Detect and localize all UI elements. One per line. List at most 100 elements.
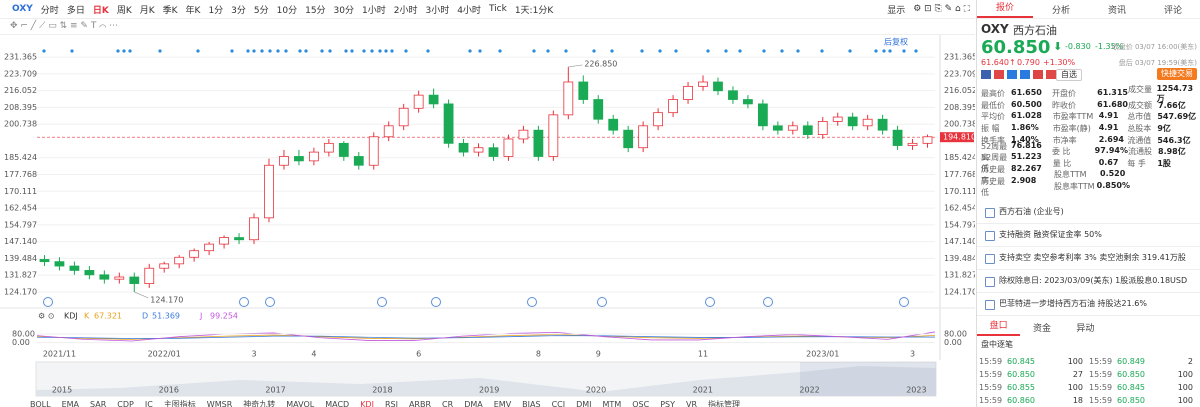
candle-body	[69, 265, 80, 271]
trade-time: 15:59	[979, 396, 1003, 405]
book-tab[interactable]: 资金	[1032, 323, 1051, 334]
trade-time: 15:59	[979, 383, 1003, 392]
y-tick-label: 154.797	[944, 220, 975, 229]
candle-body	[383, 125, 394, 138]
book-tab[interactable]: 盘口	[977, 319, 1021, 336]
indicator-tab[interactable]: MACD	[325, 399, 350, 407]
period-tab[interactable]: 3小时	[425, 5, 450, 16]
period-tab[interactable]: 多日	[66, 5, 85, 16]
indicator-tab[interactable]: EMA	[61, 399, 79, 407]
period-tab[interactable]: Tick	[488, 4, 507, 14]
x-tick-label: 4	[311, 350, 316, 359]
indicator-tab[interactable]: DMA	[464, 399, 483, 407]
indicator-tab[interactable]: RSI	[384, 399, 398, 407]
candle-body	[473, 147, 484, 153]
notice[interactable]: 除权除息日: 2023/03/09(美东) 1股派股息0.18USD	[977, 270, 1200, 293]
period-tab[interactable]: 1分	[208, 5, 224, 16]
event-dot	[304, 49, 308, 53]
indicator-tab[interactable]: MAVOL	[286, 399, 315, 407]
period-tab[interactable]: 1天:1分K	[514, 5, 554, 16]
indicator-tab[interactable]: BOLL	[30, 399, 51, 407]
period-tab[interactable]: 15分	[305, 5, 326, 16]
y-tick-label-left: 216.052	[4, 86, 37, 95]
panel-tab[interactable]: 分析	[1051, 5, 1070, 16]
indicator-tab[interactable]: DMI	[576, 399, 592, 407]
trade-time: 15:59	[1089, 357, 1113, 366]
candle-body	[458, 142, 469, 153]
watch-button[interactable]: 自选	[1056, 69, 1082, 81]
indicator-tab[interactable]: 神奇九转	[243, 399, 276, 407]
event-dot	[158, 49, 162, 53]
candle-body	[608, 118, 619, 131]
stat-value: 1.40%	[1011, 134, 1039, 144]
x-tick-label: 9	[596, 350, 601, 359]
stat-value: 61.028	[1011, 111, 1042, 121]
stat: 股息TTM 0.520	[1054, 169, 1130, 180]
book-tab[interactable]: 异动	[1076, 323, 1095, 334]
indicator-tab[interactable]: KDJ	[360, 399, 374, 407]
event-dot	[122, 49, 126, 53]
indicator-tab[interactable]: CCI	[551, 399, 566, 407]
indicator-tab[interactable]: 主图指标	[163, 399, 196, 407]
trade: 15:59 60.845 100	[1089, 383, 1199, 392]
period-tab[interactable]: 日K	[92, 5, 109, 16]
change-pct: -1.35%	[1095, 42, 1124, 51]
indicator-tab[interactable]: CR	[442, 399, 454, 407]
period-tab[interactable]: 周K	[116, 5, 132, 16]
stat-value: 4.91	[1098, 111, 1119, 121]
candle-body	[84, 270, 95, 276]
event-dot	[640, 49, 644, 53]
event-dot	[478, 49, 482, 53]
panel-tab[interactable]: 报价	[977, 1, 1033, 18]
period-tab[interactable]: 4小时	[457, 5, 481, 16]
legend-name: D	[142, 312, 148, 321]
period-tab[interactable]: 1小时	[362, 5, 386, 16]
trade-button[interactable]: 快捷交易	[1157, 68, 1197, 80]
indicator-tab[interactable]: MTM	[602, 399, 622, 407]
period-tab[interactable]: 3分	[231, 5, 246, 16]
indicator-tab[interactable]: IC	[144, 399, 153, 407]
period-tab[interactable]: 5分	[253, 5, 269, 16]
period-tab[interactable]: 分时	[40, 5, 59, 16]
kdj-settings: ⚙ ⊙	[38, 312, 54, 321]
notice[interactable]: 巴菲特进一步增持西方石油 持股达21.6%	[977, 293, 1200, 316]
indicator-tab[interactable]: OSC	[632, 399, 650, 407]
indicator-tab[interactable]: 指标管理	[708, 399, 741, 407]
period-tab[interactable]: 月K	[139, 5, 155, 16]
period-tab[interactable]: 10分	[276, 5, 298, 16]
indicator-tab[interactable]: SAR	[90, 399, 107, 407]
indicator-tab[interactable]: PSY	[660, 399, 675, 407]
period-tab[interactable]: 30分	[333, 5, 354, 16]
stat: 每 手 1股	[1127, 158, 1199, 169]
period-tab[interactable]: 年K	[185, 5, 201, 16]
candle-body	[234, 237, 244, 241]
indicator-tab[interactable]: BIAS	[522, 399, 541, 407]
stat: 成交额 7.66亿	[1128, 100, 1199, 111]
y-tick-label-left: 124.170	[4, 287, 37, 296]
period-tab[interactable]: 季K	[162, 5, 178, 16]
candle-body	[353, 156, 364, 166]
trade-volume: 100	[1067, 357, 1083, 366]
trade-volume: 100	[1177, 383, 1193, 392]
indicator-tab[interactable]: EMV	[493, 399, 512, 407]
indicator-tab[interactable]: WMSR	[206, 399, 233, 407]
indicator-tab[interactable]: ARBR	[408, 399, 432, 407]
notice[interactable]: 支持卖空 卖空参考利率 3% 卖空池剩余 319.41万股	[977, 247, 1200, 270]
candle-body	[668, 99, 678, 114]
indicator-tab[interactable]: CDP	[117, 399, 134, 407]
panel-tab[interactable]: 资讯	[1107, 5, 1126, 16]
panel-tab[interactable]: 评论	[1163, 5, 1182, 16]
y-tick-label-left: 139.484	[4, 254, 37, 263]
notice[interactable]: 西方石油 (企业号)	[977, 201, 1200, 224]
period-tab[interactable]: 2小时	[393, 5, 418, 16]
candle-body	[189, 250, 200, 258]
candle-body	[503, 138, 514, 157]
indicator-tab[interactable]: VR	[686, 399, 698, 407]
x-tick-label: 3	[910, 350, 915, 359]
stat-value: 61.680	[1097, 99, 1128, 109]
display-menu[interactable]: 显示	[887, 5, 906, 16]
event-dot	[658, 49, 662, 53]
trade-volume: 18	[1072, 396, 1083, 405]
navigator-year: 2022	[799, 386, 819, 395]
notice[interactable]: 支持融资 融资保证金率 50%	[977, 224, 1200, 247]
